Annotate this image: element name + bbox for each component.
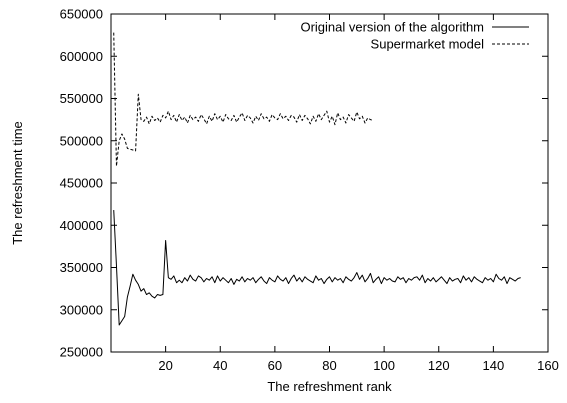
y-tick-label: 250000	[60, 345, 103, 360]
y-axis-label: The refreshment time	[10, 121, 25, 245]
series-line-1	[113, 210, 521, 326]
series-lines	[113, 32, 521, 326]
series-line-2	[113, 32, 374, 167]
axis-ticks: 250000 300000 350000 400000 450000 500000 5500…	[60, 7, 559, 374]
y-tick-label: 600000	[60, 49, 103, 64]
legend-label-2: Supermarket model	[371, 37, 485, 52]
x-tick-label: 160	[537, 358, 559, 373]
x-tick-label: 140	[483, 358, 505, 373]
y-tick-label: 400000	[60, 218, 103, 233]
legend: Original version of the algorithm Superma…	[300, 20, 529, 52]
x-tick-label: 100	[373, 358, 395, 373]
x-tick-label: 80	[322, 358, 336, 373]
x-tick-label: 60	[268, 358, 282, 373]
plot-frame	[110, 13, 549, 353]
legend-label-1: Original version of the algorithm	[300, 20, 484, 35]
x-tick-label: 40	[213, 358, 227, 373]
y-tick-label: 650000	[60, 7, 103, 22]
y-tick-label: 450000	[60, 176, 103, 191]
x-tick-label: 20	[158, 358, 172, 373]
y-tick-label: 300000	[60, 302, 103, 317]
y-tick-label: 350000	[60, 260, 103, 275]
x-tick-label: 120	[428, 358, 450, 373]
y-tick-label: 550000	[60, 91, 103, 106]
plot-border	[110, 13, 549, 353]
x-axis-label: The refreshment rank	[267, 379, 392, 394]
y-tick-label: 500000	[60, 133, 103, 148]
